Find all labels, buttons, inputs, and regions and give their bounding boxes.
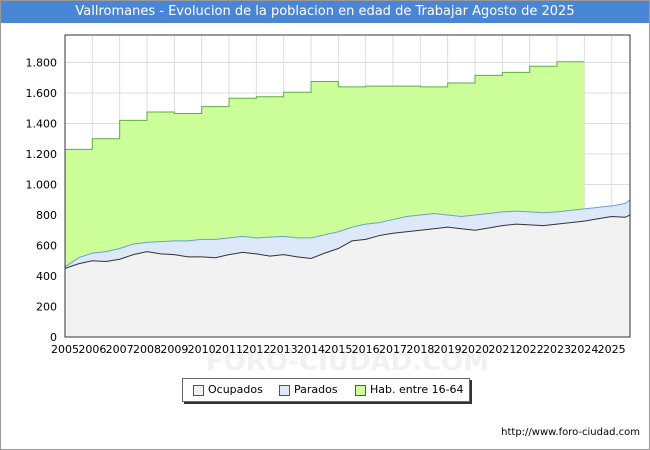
legend-label-parados: Parados bbox=[294, 383, 338, 396]
plot-border bbox=[64, 34, 631, 338]
x-tick-label: 2021 bbox=[488, 343, 516, 356]
x-tick-label: 2010 bbox=[188, 343, 216, 356]
x-tick-label: 2007 bbox=[106, 343, 134, 356]
y-tick-label: 1.600 bbox=[26, 87, 58, 100]
y-tick-label: 800 bbox=[36, 209, 57, 222]
x-tick-label: 2005 bbox=[51, 343, 79, 356]
x-tick-label: 2008 bbox=[133, 343, 161, 356]
y-tick-label: 200 bbox=[36, 300, 57, 313]
x-tick-label: 2025 bbox=[598, 343, 626, 356]
legend-label-ocupados: Ocupados bbox=[208, 383, 263, 396]
legend-swatch-parados bbox=[279, 385, 290, 396]
hab-16-64-line bbox=[65, 61, 585, 150]
y-tick-label: 0 bbox=[50, 331, 57, 344]
y-tick-label: 1.400 bbox=[26, 117, 58, 130]
watermark-text: FORO-CIUDAD.COM bbox=[206, 347, 489, 377]
x-tick-label: 2006 bbox=[78, 343, 106, 356]
chart-legend: Ocupados Parados Hab. entre 16-64 bbox=[182, 378, 470, 402]
x-tick-label: 2018 bbox=[406, 343, 434, 356]
legend-swatch-ocupados bbox=[193, 385, 204, 396]
y-tick-label: 1.200 bbox=[26, 148, 58, 161]
y-tick-label: 1.000 bbox=[26, 178, 58, 191]
parados-line bbox=[64, 199, 631, 268]
footer-url: http://www.foro-ciudad.com bbox=[501, 427, 640, 438]
x-tick-label: 2019 bbox=[434, 343, 462, 356]
legend-label-hab: Hab. entre 16-64 bbox=[370, 383, 464, 396]
x-tick-label: 2020 bbox=[461, 343, 489, 356]
x-tick-label: 2022 bbox=[516, 343, 544, 356]
x-tick-label: 2024 bbox=[570, 343, 598, 356]
legend-swatch-hab bbox=[355, 385, 366, 396]
x-tick-label: 2017 bbox=[379, 343, 407, 356]
y-tick-label: 1.800 bbox=[26, 56, 58, 69]
x-tick-label: 2012 bbox=[242, 343, 270, 356]
x-tick-label: 2015 bbox=[324, 343, 352, 356]
ocupados-area bbox=[65, 214, 630, 337]
y-tick-label: 400 bbox=[36, 270, 57, 283]
x-tick-label: 2011 bbox=[215, 343, 243, 356]
x-tick-label: 2016 bbox=[352, 343, 380, 356]
ocupados-line bbox=[64, 214, 631, 269]
x-tick-label: 2009 bbox=[160, 343, 188, 356]
x-tick-label: 2014 bbox=[297, 343, 325, 356]
y-tick-label: 600 bbox=[36, 239, 57, 252]
chart-title: Vallromanes - Evolucion de la poblacion … bbox=[1, 1, 649, 23]
x-tick-label: 2013 bbox=[270, 343, 298, 356]
x-tick-label: 2023 bbox=[543, 343, 571, 356]
